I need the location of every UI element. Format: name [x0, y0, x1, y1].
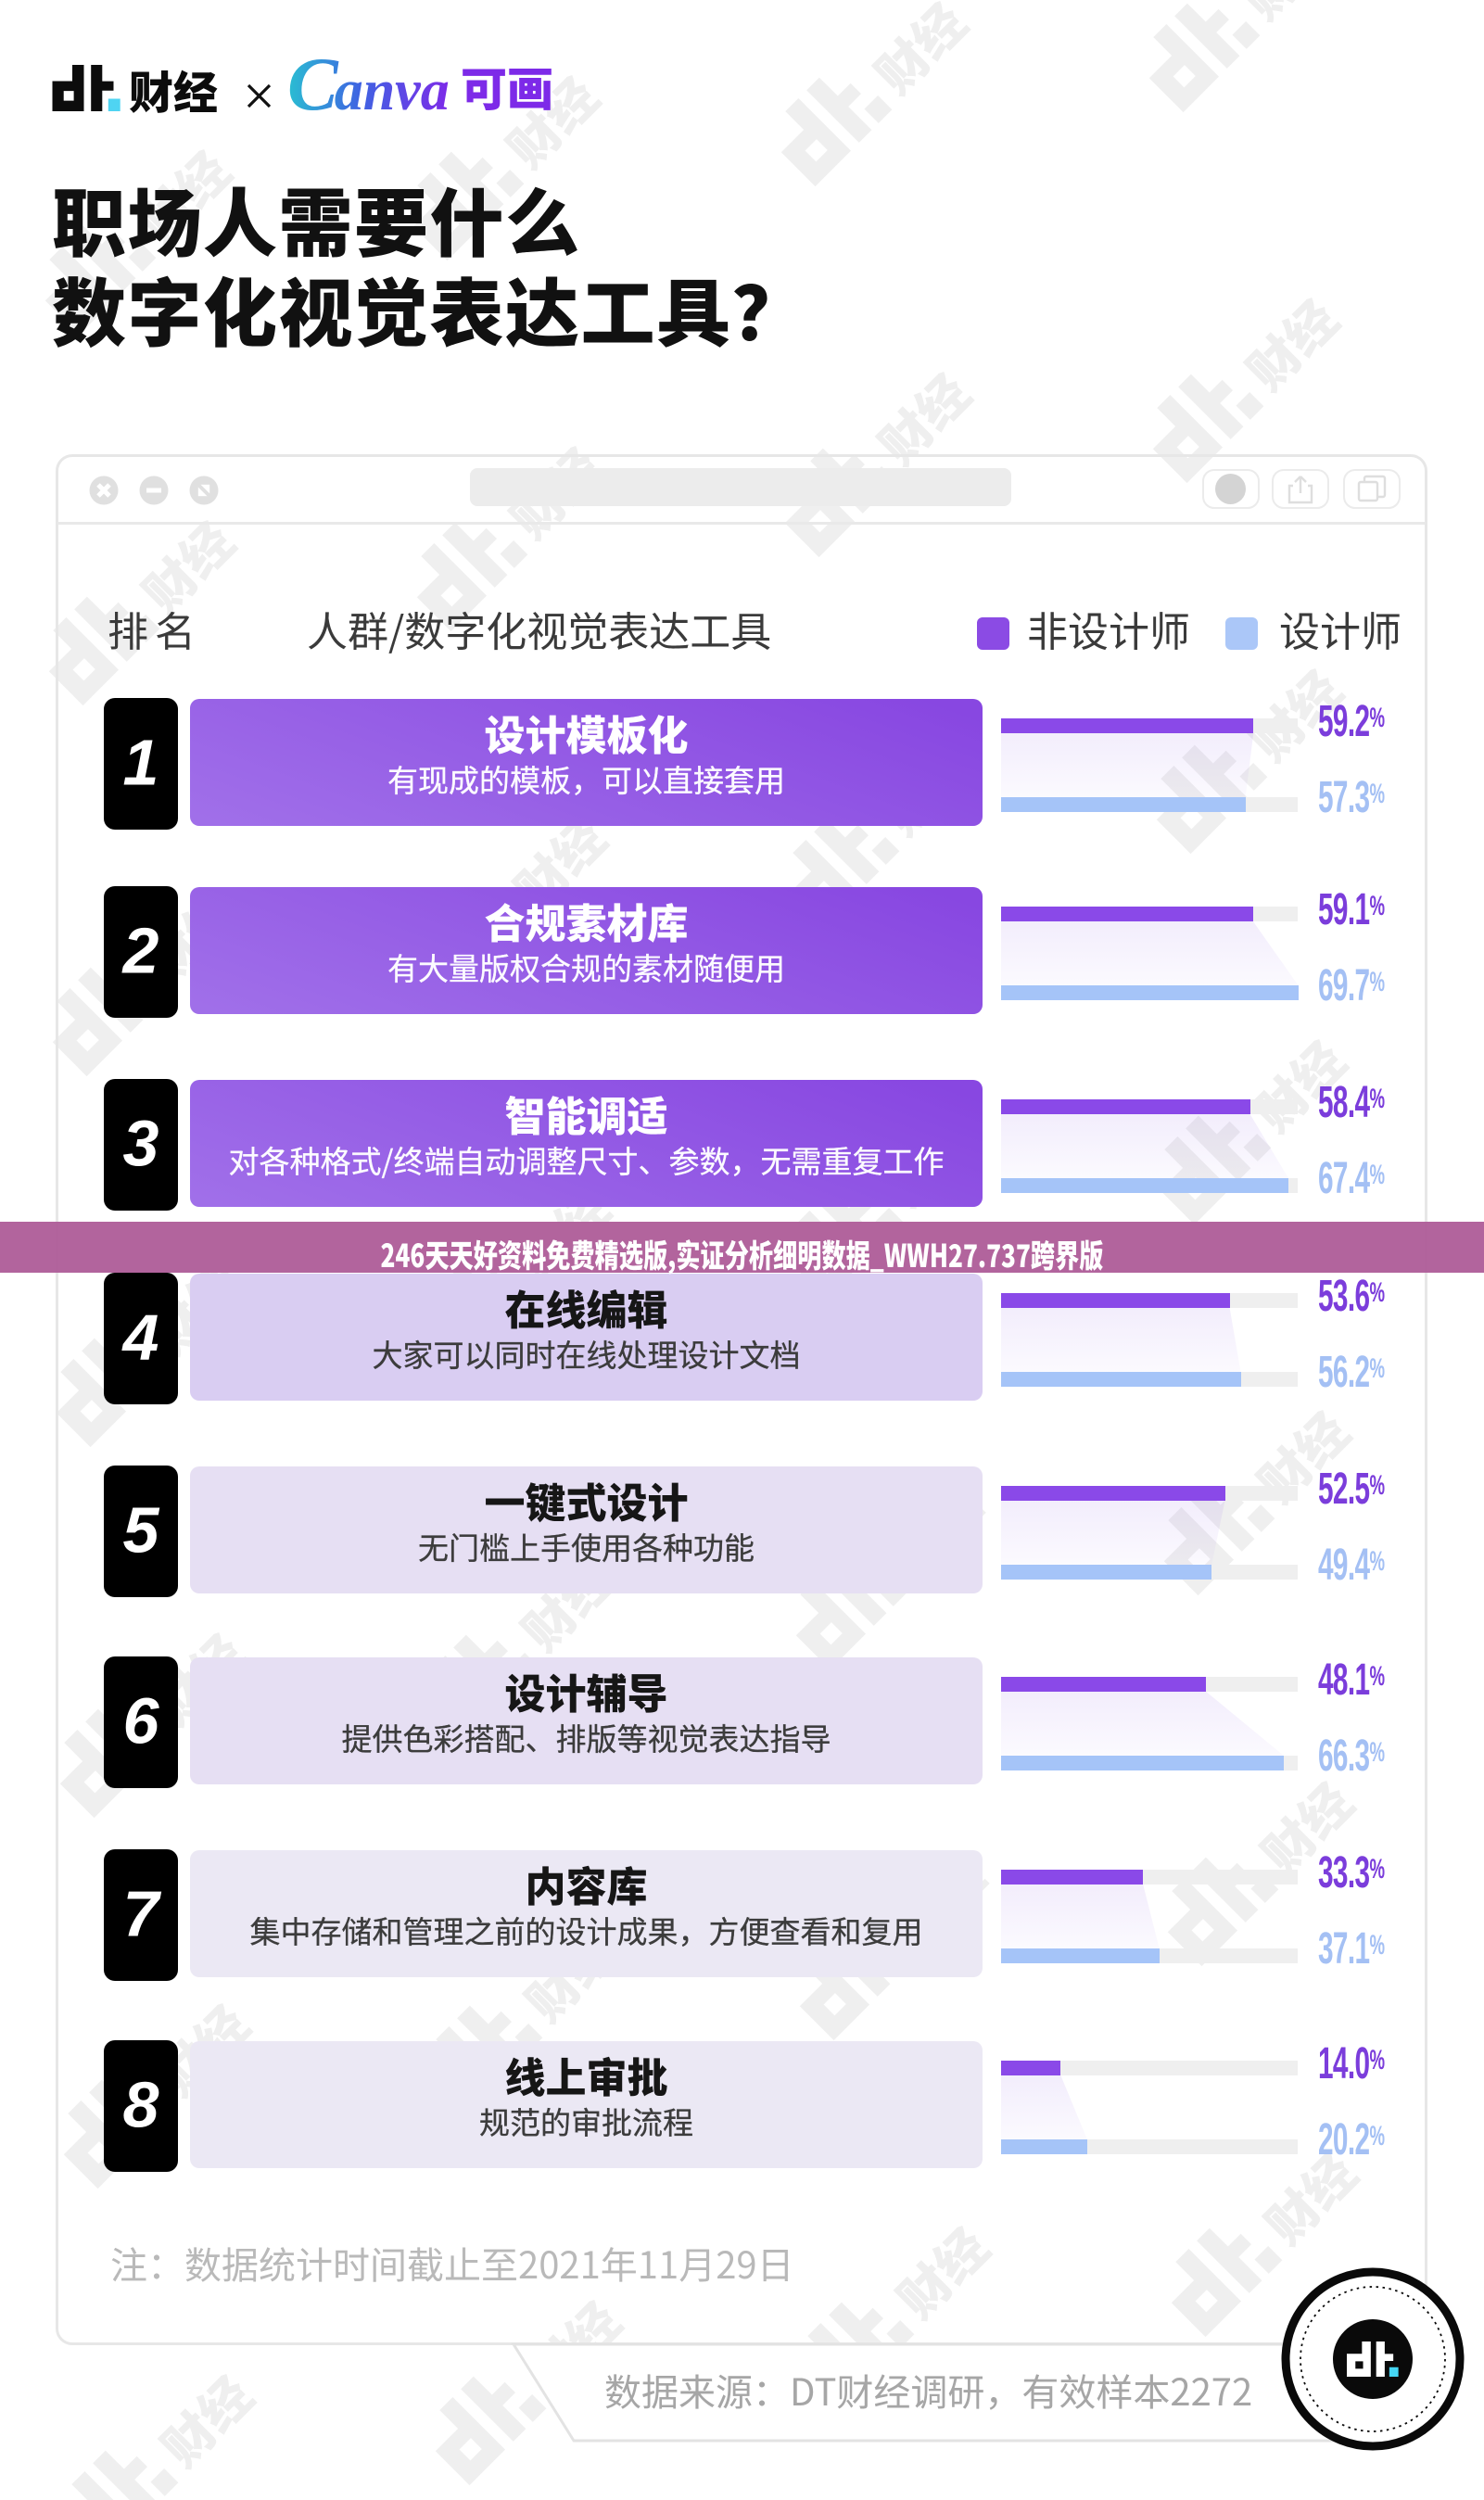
svg-text:数据来源：DT财经调研，有效样本2272: 数据来源：DT财经调研，有效样本2272 [604, 2363, 1252, 2417]
svg-text:可画: 可画 [461, 53, 553, 120]
svg-text:Canva: Canva [287, 42, 450, 126]
svg-text:财经: 财经 [129, 57, 218, 121]
